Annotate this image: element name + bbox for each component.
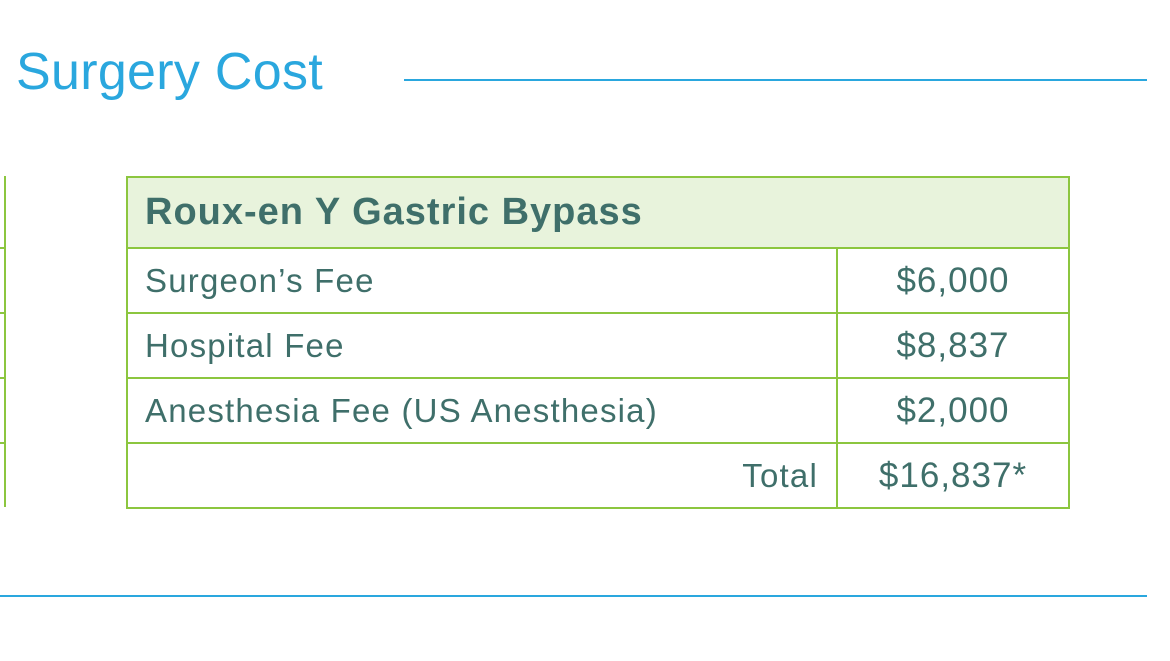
table-heading: Roux-en Y Gastric Bypass: [128, 178, 1068, 249]
title-divider: [404, 79, 1147, 81]
table-row: Surgeon’s Fee $6,000: [128, 249, 1068, 314]
adjacent-table-rowline: [0, 312, 6, 314]
table-row: Anesthesia Fee (US Anesthesia) $2,000: [128, 379, 1068, 444]
adjacent-table-rowline: [0, 442, 6, 444]
total-row: Total $16,837*: [128, 444, 1068, 507]
fee-label: Surgeon’s Fee: [128, 249, 838, 312]
fee-amount: $6,000: [896, 260, 1010, 300]
bottom-divider: [0, 595, 1147, 597]
fee-label: Anesthesia Fee (US Anesthesia): [128, 379, 838, 442]
total-amount: $16,837*: [878, 455, 1028, 495]
table-row: Hospital Fee $8,837: [128, 314, 1068, 379]
total-label: Total: [128, 444, 838, 507]
adjacent-table-rowline: [0, 247, 6, 249]
adjacent-table-edge: [0, 176, 6, 507]
fee-amount: $2,000: [896, 390, 1010, 430]
cost-table: Roux-en Y Gastric Bypass Surgeon’s Fee $…: [126, 176, 1070, 509]
fee-label: Hospital Fee: [128, 314, 838, 377]
adjacent-table-rowline: [0, 377, 6, 379]
page-title: Surgery Cost: [16, 43, 324, 101]
fee-amount: $8,837: [896, 325, 1010, 365]
